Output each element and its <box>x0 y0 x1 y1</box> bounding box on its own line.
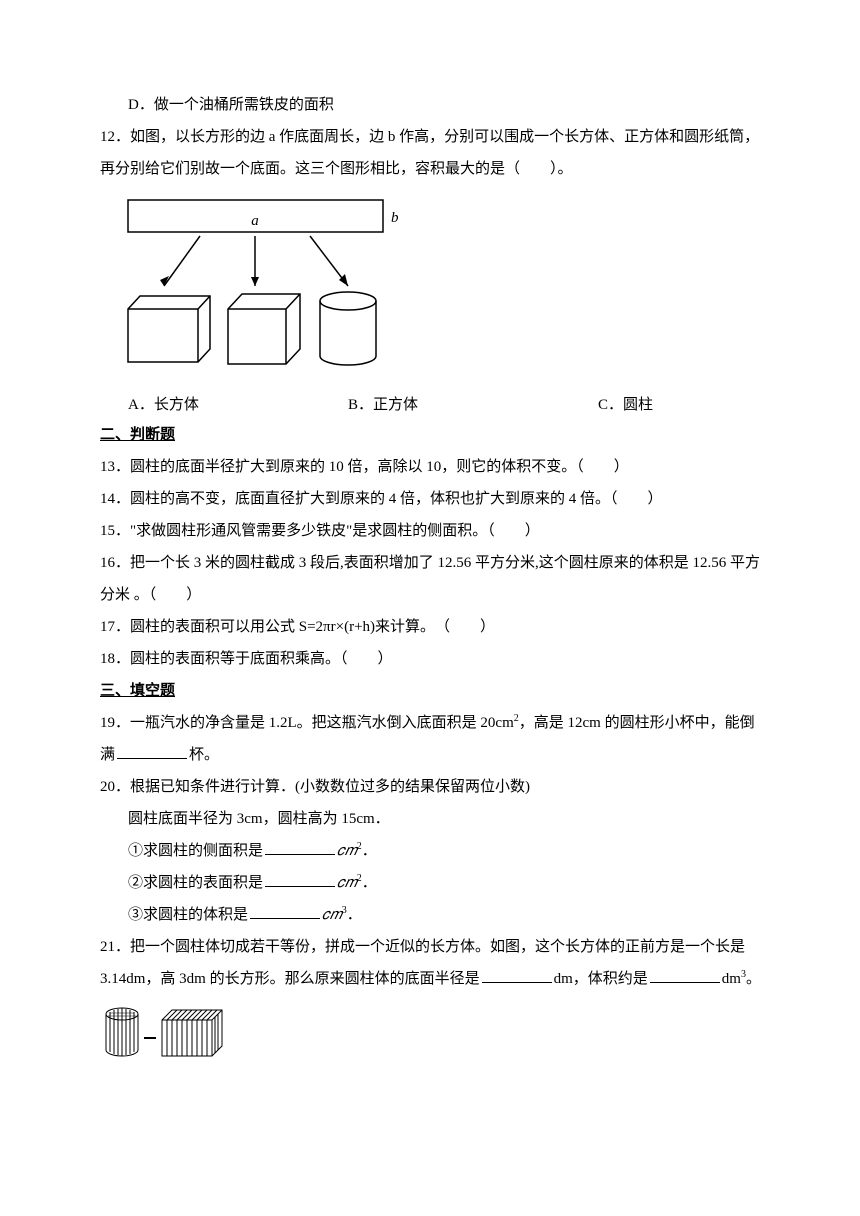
blank-input <box>650 969 720 983</box>
q20-3-unit: 𝑐𝑚 <box>322 907 342 923</box>
q19-line1: 19．一瓶汽水的净含量是 1.2L。把这瓶汽水倒入底面积是 20cm2，高是 1… <box>100 708 770 738</box>
q18: 18．圆柱的表面积等于底面积乘高。（ ） <box>100 644 770 674</box>
q17: 17．圆柱的表面积可以用公式 S=2πr×(r+h)来计算。 （ ） <box>100 612 770 642</box>
q19-text-c-post: 杯。 <box>189 747 219 763</box>
q20-stem: 20．根据已知条件进行计算．(小数数位过多的结果保留两位小数) <box>100 772 770 802</box>
section-3-title: 三、填空题 <box>100 676 770 706</box>
q11-option-d: D．做一个油桶所需铁皮的面积 <box>100 90 770 120</box>
q19-text-b: ，高是 12cm 的圆柱形小杯中，能倒 <box>519 715 755 731</box>
blank-input <box>265 841 335 855</box>
q12-option-b: B．正方体 <box>348 390 598 420</box>
figure-label-b: b <box>391 210 399 226</box>
q20-1-unit: 𝑐𝑚 <box>337 843 357 859</box>
q21-figure <box>100 1002 770 1075</box>
q21-b-post: dm <box>722 971 741 987</box>
q20-2-unit: 𝑐𝑚 <box>337 875 357 891</box>
blank-input <box>265 873 335 887</box>
q20-3-pre: ③求圆柱的体积是 <box>128 907 248 923</box>
q20-2-tail: ． <box>362 875 377 891</box>
q20-sub3: ③求圆柱的体积是𝑐𝑚3． <box>100 900 770 930</box>
q12-stem-line1: 12．如图，以长方形的边 a 作底面周长，边 b 作高，分别可以围成一个长方体、… <box>100 122 770 152</box>
q20-1-tail: ． <box>362 843 377 859</box>
q20-sub1: ①求圆柱的侧面积是𝑐𝑚2． <box>100 836 770 866</box>
cube-icon <box>228 294 300 364</box>
section-2-title: 二、判断题 <box>100 420 770 450</box>
q21-b-end: 。 <box>746 971 761 987</box>
cuboid-icon <box>128 296 210 362</box>
q20-1-pre: ①求圆柱的侧面积是 <box>128 843 263 859</box>
blank-input <box>250 905 320 919</box>
figure-label-a: a <box>251 213 259 229</box>
q21-line2: 3.14dm，高 3dm 的长方形。那么原来圆柱体的底面半径是 dm，体积约是 dm… <box>100 964 770 994</box>
q12-stem-line2: 再分别给它们别故一个底面。这三个图形相比，容积最大的是（ ）。 <box>100 154 770 184</box>
q12-option-c: C．圆柱 <box>598 390 748 420</box>
q21-b-mid: dm，体积约是 <box>554 971 648 987</box>
q19-text-c-pre: 满 <box>100 747 115 763</box>
blank-input <box>482 969 552 983</box>
sliced-cylinder-icon <box>106 1008 138 1056</box>
q12-option-a: A．长方体 <box>128 390 348 420</box>
cylinder-icon <box>320 292 376 365</box>
q16-line1: 16．把一个长 3 米的圆柱截成 3 段后,表面积增加了 12.56 平方分米,… <box>100 548 770 578</box>
q20-given: 圆柱底面半径为 3cm，圆柱高为 15cm． <box>100 804 770 834</box>
q20-sub2: ②求圆柱的表面积是𝑐𝑚2． <box>100 868 770 898</box>
q21-line1: 21．把一个圆柱体切成若干等份，拼成一个近似的长方体。如图，这个长方体的正前方是… <box>100 932 770 962</box>
q20-2-pre: ②求圆柱的表面积是 <box>128 875 263 891</box>
q19-line2: 满 杯。 <box>100 740 770 770</box>
q21-b-pre: 3.14dm，高 3dm 的长方形。那么原来圆柱体的底面半径是 <box>100 971 480 987</box>
q13: 13．圆柱的底面半径扩大到原来的 10 倍，高除以 10，则它的体积不变。（ ） <box>100 452 770 482</box>
q12-options: A．长方体 B．正方体 C．圆柱 <box>100 390 770 420</box>
sliced-cuboid-icon <box>162 1010 222 1056</box>
q14: 14．圆柱的高不变，底面直径扩大到原来的 4 倍，体积也扩大到原来的 4 倍。（… <box>100 484 770 514</box>
q15: 15．"求做圆柱形通风管需要多少铁皮"是求圆柱的侧面积。（ ） <box>100 516 770 546</box>
q16-line2: 分米 。（ ） <box>100 580 770 610</box>
q19-text-a: 19．一瓶汽水的净含量是 1.2L。把这瓶汽水倒入底面积是 20cm <box>100 715 514 731</box>
q20-3-tail: ． <box>347 907 362 923</box>
blank-input <box>117 745 187 759</box>
q12-figure: a b <box>120 194 770 384</box>
